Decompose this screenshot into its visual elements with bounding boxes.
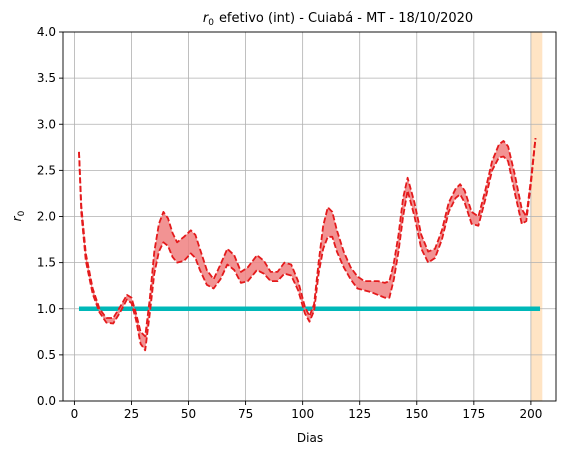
x-tick-label: 75 — [238, 407, 253, 421]
y-tick-label: 2.0 — [37, 210, 56, 224]
y-tick-label: 3.0 — [37, 117, 56, 131]
x-tick-label: 25 — [124, 407, 139, 421]
confidence-band — [79, 138, 536, 351]
y-axis-label: r0 — [10, 210, 27, 221]
x-tick-label: 100 — [291, 407, 314, 421]
x-tick-label: 0 — [71, 407, 79, 421]
x-tick-label: 125 — [348, 407, 371, 421]
y-tick-label: 1.0 — [37, 302, 56, 316]
y-tick-label: 2.5 — [37, 163, 56, 177]
y-tick-label: 4.0 — [37, 25, 56, 39]
series-upper-line — [78, 138, 537, 338]
x-axis-label: Dias — [297, 431, 323, 445]
y-tick-label: 3.5 — [37, 71, 56, 85]
x-tick-label: 150 — [405, 407, 428, 421]
chart-title: r0 efetivo (int) - Cuiabá - MT - 18/10/20… — [203, 11, 473, 28]
x-tick-label: 50 — [181, 407, 196, 421]
y-tick-label: 0.0 — [37, 394, 56, 408]
series-lower-line — [78, 138, 537, 352]
x-tick-label: 200 — [519, 407, 542, 421]
y-tick-label: 0.5 — [37, 348, 56, 362]
y-tick-label: 1.5 — [37, 256, 56, 270]
x-tick-label: 175 — [462, 407, 485, 421]
